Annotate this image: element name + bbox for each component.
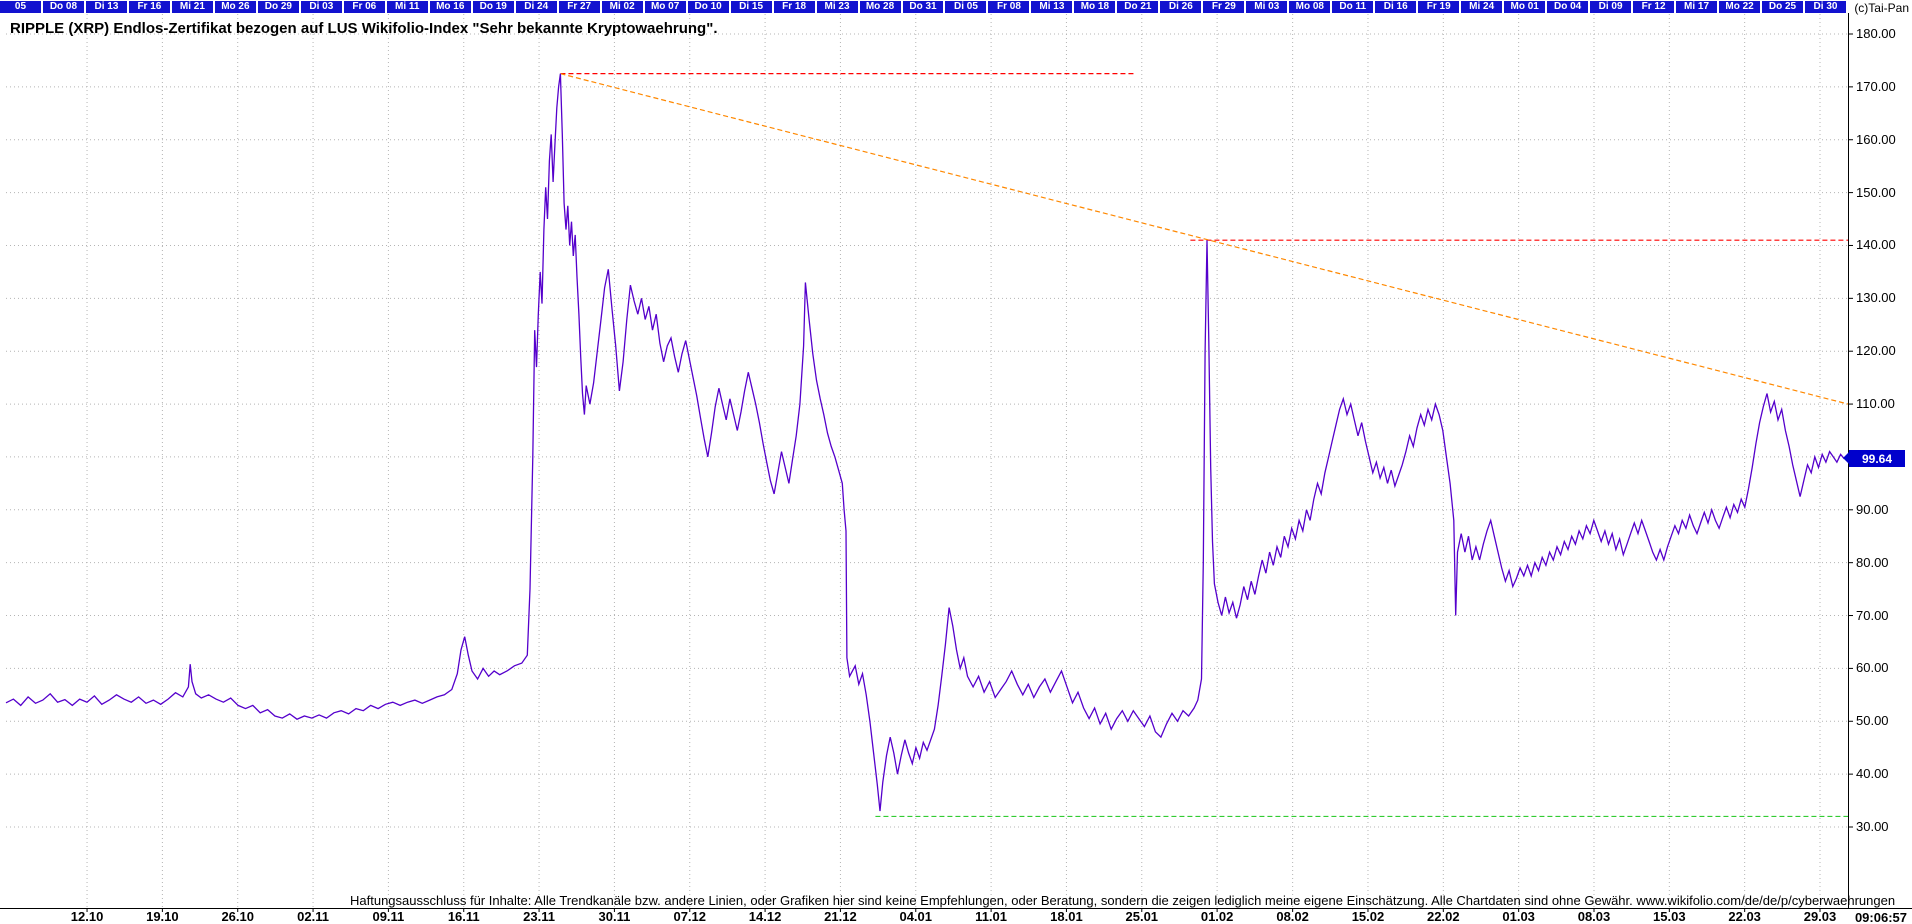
date-strip-cell: Fr 29	[1203, 1, 1245, 13]
top-date-bar: 05 Do 08 Di 13 Fr 16 Mi 21 Mo 26 Do 29 Di 03 Fr …	[0, 0, 1848, 13]
date-strip-cell: Do 10	[687, 1, 729, 13]
date-strip-cell: Di 15	[730, 1, 772, 13]
chart-title: RIPPLE (XRP) Endlos-Zertifikat bezogen a…	[10, 20, 718, 37]
date-strip-cell: Di 13	[85, 1, 127, 13]
y-axis-label: 60.00	[1856, 660, 1889, 676]
last-price-value: 99.64	[1861, 451, 1893, 466]
x-axis-label: 21.12	[824, 909, 857, 924]
x-axis-label: 19.10	[146, 909, 179, 924]
date-strip-cell: Do 04	[1547, 1, 1589, 13]
y-axis-label: 160.00	[1856, 131, 1896, 147]
date-strip-cell: Di 03	[300, 1, 342, 13]
x-axis-label: 02.11	[297, 909, 329, 924]
date-strip-cell: Do 25	[1762, 1, 1803, 13]
x-axis-label: 07.12	[673, 909, 707, 924]
date-strip-cell: Mi 24	[1461, 1, 1503, 13]
x-axis-label: 18.01	[1050, 909, 1083, 924]
x-axis-label: 11.01	[975, 909, 1008, 924]
x-axis-label: 26.10	[221, 909, 254, 924]
x-axis-label: 15.02	[1351, 909, 1385, 924]
date-strip-cell: Mo 18	[1074, 1, 1116, 13]
x-axis: 12.10 19.10 26.10 02.11 09.11 16.11 23.11 30.11…	[0, 909, 1912, 924]
date-strip-cell: Di 09	[1590, 1, 1632, 13]
date-strip-cell: Mi 11	[386, 1, 428, 13]
x-axis-label: 29.03	[1803, 909, 1837, 924]
y-axis-label: 110.00	[1856, 396, 1895, 412]
date-strip-cell: Di 05	[945, 1, 987, 13]
date-strip-cell: Mi 13	[1031, 1, 1073, 13]
y-axis-label: 30.00	[1856, 819, 1889, 834]
last-price-tag: 99.64	[1843, 450, 1905, 468]
date-strip-cell: Fr 12	[1633, 1, 1675, 13]
x-axis-label: 22.03	[1728, 909, 1761, 924]
y-axis: 180.00 170.00 160.00 150.00 140.00 130.00 120.…	[1856, 0, 1912, 924]
date-strip-cell: Fr 16	[128, 1, 170, 13]
date-strip-cell: Di 26	[1160, 1, 1202, 13]
clock-label: 09:06:57	[1854, 910, 1907, 924]
date-strip-cell: 05	[0, 1, 41, 13]
x-axis-label: 04.01	[899, 909, 933, 924]
date-strip-cell: Mo 22	[1719, 1, 1761, 13]
date-strip-cell: Fr 19	[1418, 1, 1460, 13]
date-strip-cell: Do 29	[257, 1, 299, 13]
y-axis-label: 80.00	[1856, 554, 1889, 570]
x-axis-label: 09.11	[372, 909, 405, 924]
x-axis-label: 25.01	[1125, 909, 1159, 924]
x-axis-label: 12.10	[70, 909, 104, 924]
taipan-credit: (c)Tai-Pan	[1854, 1, 1909, 15]
x-axis-label: 08.02	[1276, 909, 1309, 924]
x-axis-label: 23.11	[523, 909, 555, 924]
x-axis-label: 15.03	[1653, 909, 1686, 924]
y-axis-label: 120.00	[1856, 343, 1896, 359]
y-axis-label: 170.00	[1856, 78, 1896, 94]
y-axis-label: 50.00	[1856, 713, 1889, 729]
date-strip-cell: Di 16	[1375, 1, 1417, 13]
date-strip-cell: Mo 26	[214, 1, 256, 13]
price-line	[5, 73, 1845, 812]
x-axis-label: 14.12	[748, 909, 782, 924]
price-tag-arrow-icon	[1843, 452, 1849, 465]
y-axis-label: 70.00	[1856, 607, 1889, 623]
date-strip-cell: Fr 06	[343, 1, 385, 13]
date-strip-cell: Mi 23	[816, 1, 858, 13]
date-strip-cell: Mo 01	[1504, 1, 1546, 13]
y-axis-label: 40.00	[1856, 766, 1889, 782]
date-strip-cell: Fr 18	[773, 1, 815, 13]
y-axis-label: 90.00	[1856, 501, 1889, 517]
date-strip-cell: Di 30	[1805, 1, 1846, 13]
x-axis-label: 30.11	[598, 909, 631, 924]
date-strip-cell: Do 08	[42, 1, 84, 13]
y-axis-label: 130.00	[1856, 290, 1896, 306]
y-axis-label: 140.00	[1856, 237, 1896, 253]
y-axis-label: 150.00	[1856, 184, 1896, 200]
x-axis-label: 08.03	[1577, 909, 1611, 924]
date-strip-cell: Mo 07	[644, 1, 686, 13]
date-strip-cell: Fr 27	[558, 1, 600, 13]
date-strip-cell: Do 11	[1332, 1, 1374, 13]
date-strip-cell: Fr 08	[988, 1, 1030, 13]
y-axis-label: 180.00	[1856, 26, 1896, 41]
date-strip-cell: Do 31	[902, 1, 944, 13]
date-strip-cell: Mi 21	[171, 1, 213, 13]
date-strip-cell: Mo 16	[429, 1, 471, 13]
date-strip-cell: Mi 03	[1246, 1, 1288, 13]
trendline-downtrend	[560, 73, 1849, 405]
date-strip-cell: Mi 02	[601, 1, 643, 13]
x-axis-label: 16.11	[447, 909, 480, 924]
disclaimer-text: Haftungsausschluss für Inhalte: Alle Tre…	[350, 893, 1896, 908]
date-strip-cell: Mo 28	[859, 1, 901, 13]
date-strip-cell: Do 21	[1117, 1, 1159, 13]
x-axis-label: 22.02	[1427, 909, 1460, 924]
x-axis-label: 01.03	[1502, 909, 1535, 924]
x-axis-label: 01.02	[1200, 909, 1234, 924]
date-strip-cell: Mi 17	[1676, 1, 1718, 13]
date-strip-cell: Mo 08	[1289, 1, 1331, 13]
date-strip-cell: Do 19	[472, 1, 514, 13]
date-strip-cell: Di 24	[515, 1, 557, 13]
